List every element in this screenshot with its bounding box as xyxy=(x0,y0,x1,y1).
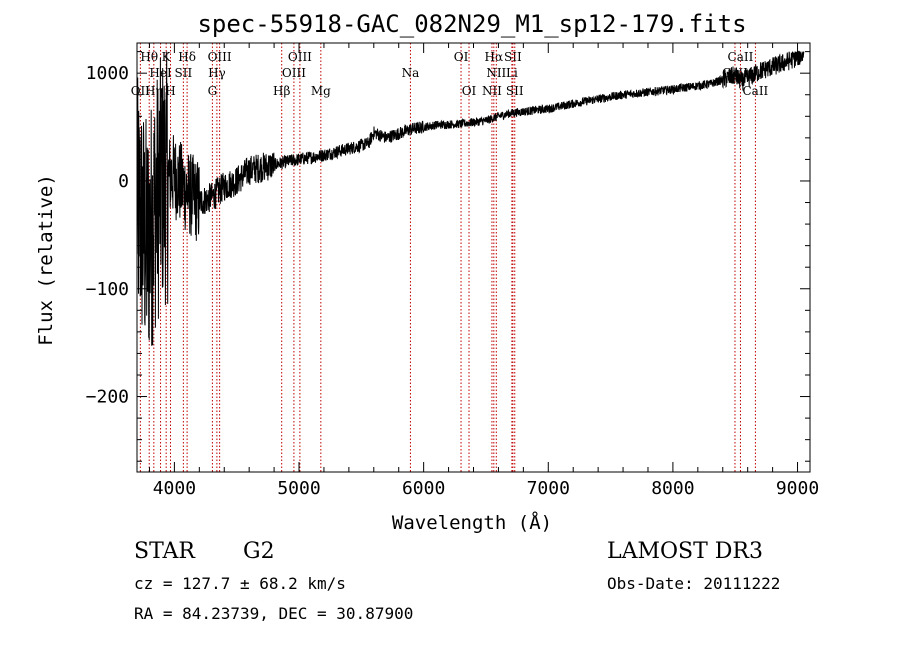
plot-frame xyxy=(136,42,811,473)
spectral-line-label: CaII xyxy=(742,84,768,98)
spectral-line-label: SII xyxy=(506,84,524,98)
spectral-line-label: OI xyxy=(454,50,469,64)
spectral-line-label: Hδ xyxy=(178,50,196,64)
y-tick-label: 0 xyxy=(118,171,129,192)
spectral-line-label: Mg xyxy=(311,84,331,98)
spectral-line-label: OII xyxy=(131,84,151,98)
x-axis-label: Wavelength (Å) xyxy=(392,511,552,534)
spectral-line-label: NII xyxy=(482,84,502,98)
survey-name: LAMOST DR3 xyxy=(607,539,763,564)
spectral-line-label: OI xyxy=(462,84,477,98)
object-subclass: G2 xyxy=(243,539,275,564)
y-tick-label: 1000 xyxy=(86,63,129,84)
x-tick-label: 9000 xyxy=(776,478,819,499)
x-tick-label: 7000 xyxy=(527,478,570,499)
redshift-cz: cz = 127.7 ± 68.2 km/s xyxy=(134,574,346,593)
spectral-line-label: NII xyxy=(486,66,506,80)
spectral-line-label: H xyxy=(165,84,175,98)
x-tick-label: 8000 xyxy=(651,478,694,499)
spectral-line-label: OIII xyxy=(282,66,306,80)
object-class: STAR xyxy=(134,539,195,564)
spectral-line-label: SII xyxy=(175,66,193,80)
observation-date: Obs-Date: 20111222 xyxy=(607,574,781,593)
spectral-line-label: CaII xyxy=(728,50,754,64)
spectral-line-label: Hγ xyxy=(208,66,226,80)
x-tick-label: 5000 xyxy=(277,478,320,499)
y-axis-label: Flux (relative) xyxy=(35,174,57,346)
spectral-line-label: Li xyxy=(506,66,518,80)
spectral-line-label: Hθ xyxy=(140,50,158,64)
x-tick-label: 4000 xyxy=(153,478,196,499)
chart-title: spec-55918-GAC_082N29_M1_sp12-179.fits xyxy=(197,10,746,38)
axis-ticks: 4000 5000 6000 7000 8000 9000 −200 −100 0 1000 xyxy=(86,43,819,499)
spectrum-series xyxy=(136,50,805,346)
ra-dec-coordinates: RA = 84.23739, DEC = 30.87900 xyxy=(134,604,414,623)
spectral-line-label: OIII xyxy=(288,50,312,64)
spectral-line-label: Na xyxy=(402,66,420,80)
spectral-line-label: OIII xyxy=(208,50,232,64)
x-tick-label: 6000 xyxy=(402,478,445,499)
spectral-line-label: Hα xyxy=(485,50,504,64)
y-tick-label: −200 xyxy=(86,387,129,408)
spectral-line-label: SII xyxy=(504,50,522,64)
spectral-line-markers: HθOIIHηHeIKHSIIHδGHγOIIIHβOIIIOIIIMgNaOI… xyxy=(131,43,769,472)
y-tick-label: −100 xyxy=(86,279,129,300)
spectral-line-label: Hβ xyxy=(273,84,290,98)
spectral-line-label: G xyxy=(208,84,218,98)
